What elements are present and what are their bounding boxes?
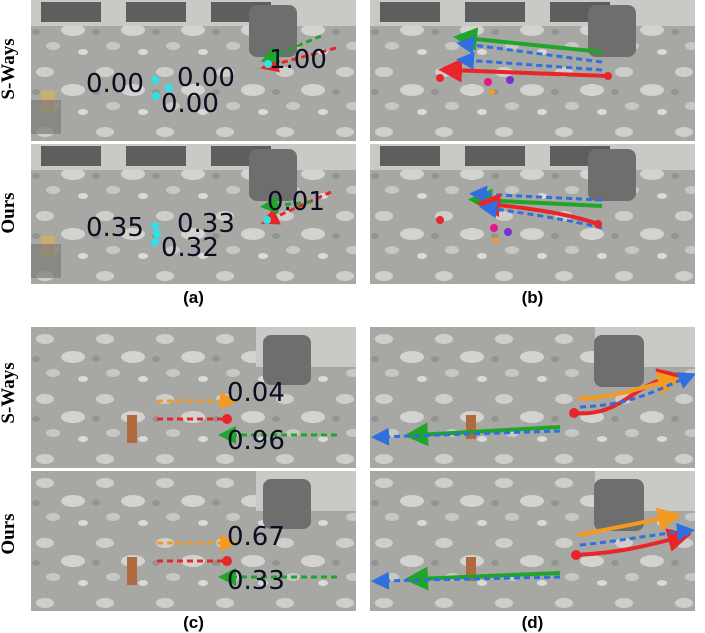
prob-label-3: 0.32 [161,233,219,263]
panel-a-ours: 0.35 0.33 0.32 0.01 [31,144,356,284]
panel-d-ours [370,471,695,611]
prob-label-2: 0.00 [177,63,235,93]
prob-label-1: 0.35 [86,213,144,243]
prob-label-1: 0.00 [86,69,144,99]
row-label-ours-top: Ours [0,192,19,234]
prob-label-3: 0.00 [161,89,219,119]
row-label-ours-bottom: Ours [0,513,19,555]
prob-label-top: 0.04 [227,378,285,408]
caption-d: (d) [521,613,544,632]
caption-a: (a) [183,288,204,307]
panel-b-ours [370,144,695,284]
row-label-sways-bottom: S-Ways [0,362,19,424]
panel-b-sways [370,0,695,141]
prob-label-bottom: 0.96 [227,426,285,456]
prob-label-2: 0.33 [177,209,235,239]
prob-label-4: 1.00 [269,45,327,75]
caption-c: (c) [183,613,204,632]
caption-b: (b) [521,288,544,307]
prob-label-bottom: 0.33 [227,566,285,596]
prob-label-top: 0.67 [227,522,285,552]
panel-c-sways: 0.04 0.96 [31,327,356,468]
panel-a-sways: 0.00 0.00 0.00 1.00 [31,0,356,141]
prob-label-4: 0.01 [267,187,325,217]
row-label-sways-top: S-Ways [0,38,19,100]
panel-d-sways [370,327,695,468]
panel-c-ours: 0.67 0.33 [31,471,356,611]
